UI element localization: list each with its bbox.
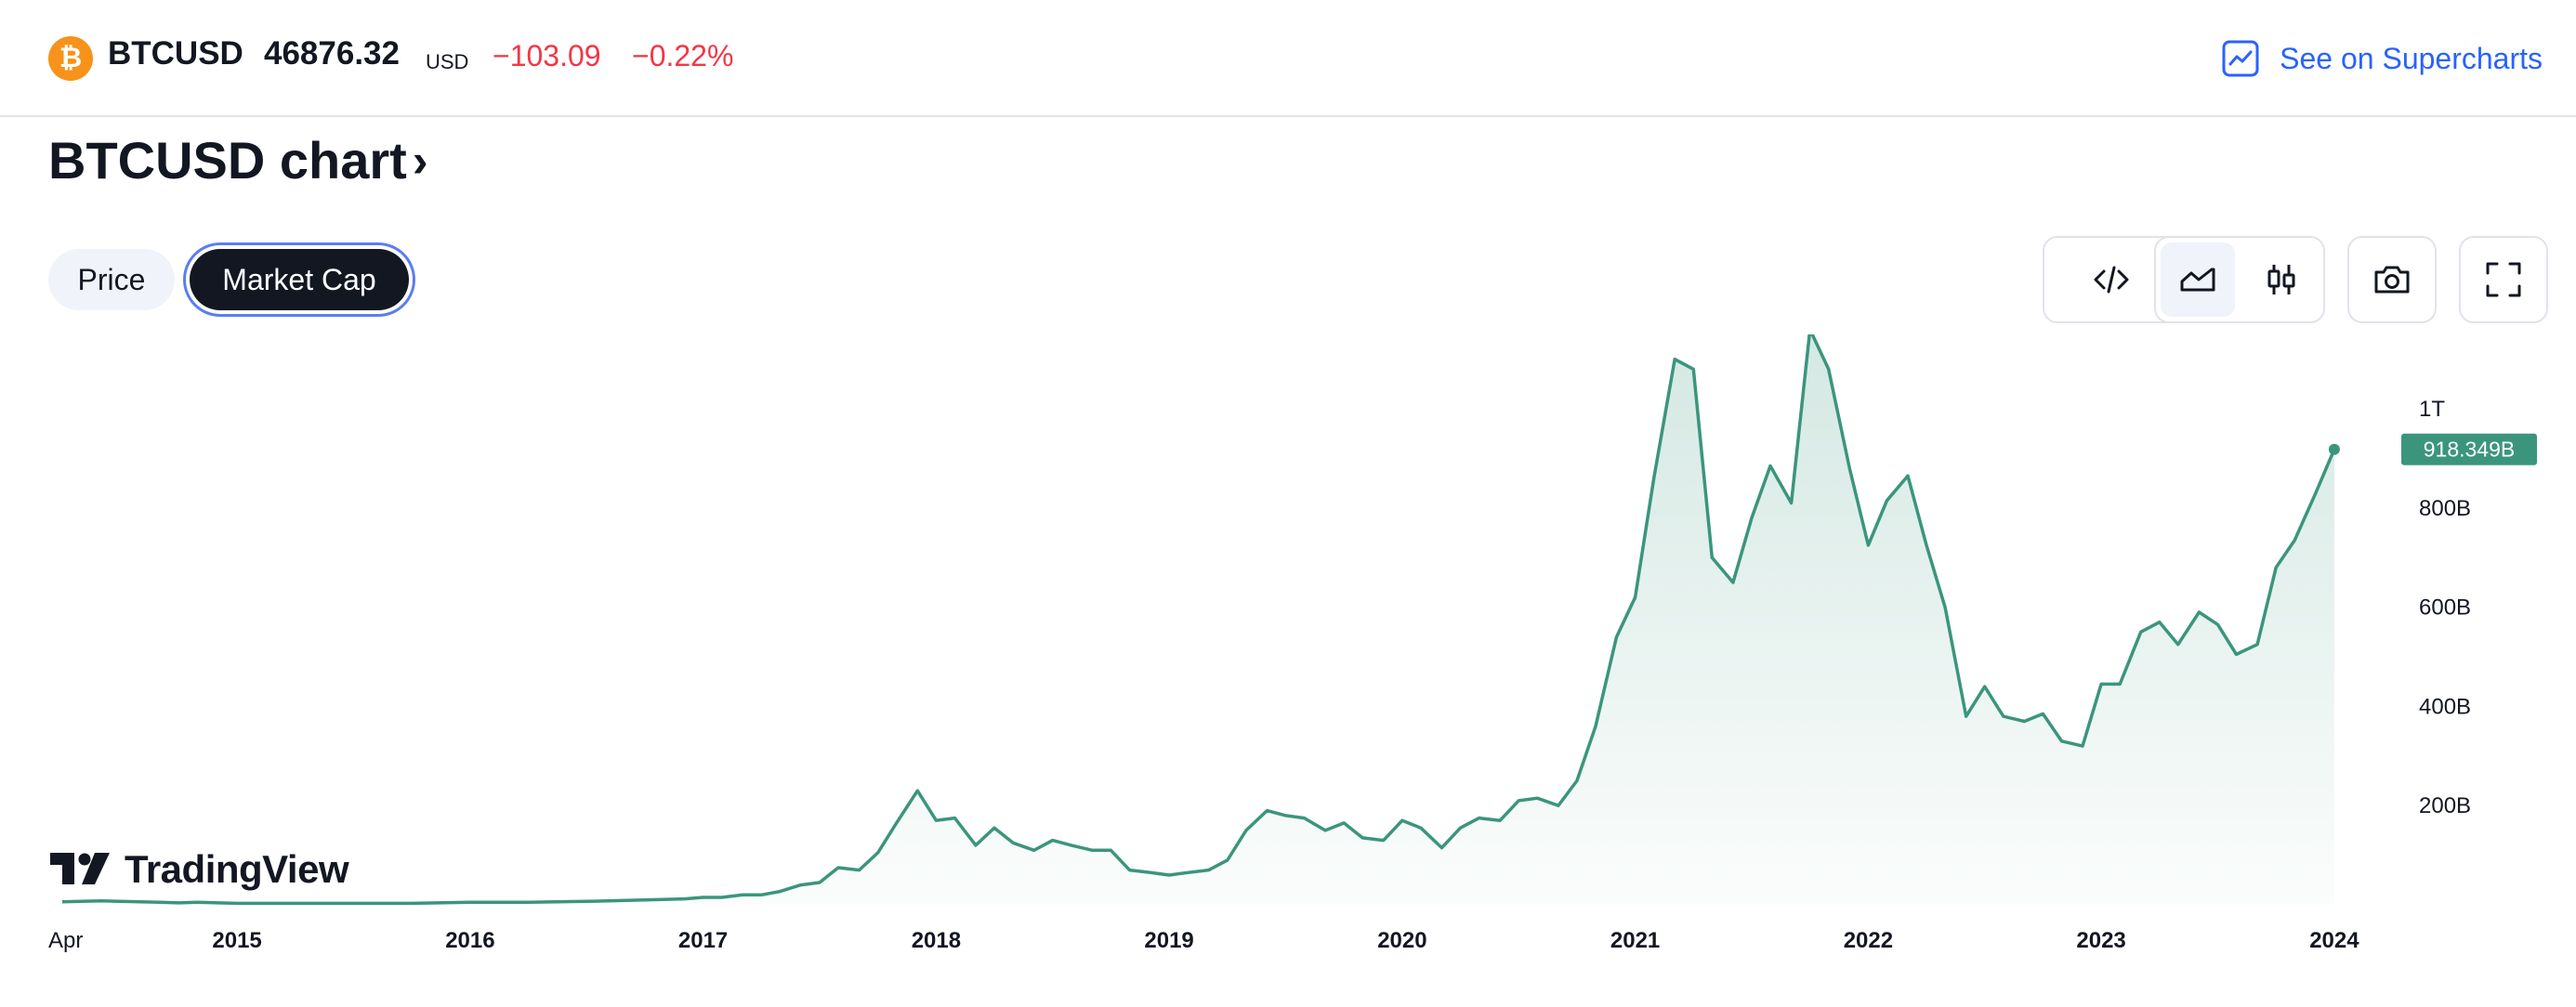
- tradingview-logo[interactable]: TradingView: [50, 847, 348, 892]
- y-tick-label: 400B: [2419, 694, 2471, 719]
- y-tick-label: 600B: [2419, 595, 2471, 621]
- symbol-name: BTCUSD: [108, 35, 243, 72]
- x-tick-label: Apr: [48, 928, 83, 953]
- price-change: −103.09: [493, 39, 601, 73]
- see-on-supercharts-link[interactable]: See on Supercharts: [2222, 35, 2543, 82]
- x-axis: Apr 2015 2016 2017 2018 2019 2020 2021 2022 2023 2…: [48, 928, 2359, 953]
- code-icon: [2091, 259, 2132, 300]
- price-change-percent: −0.22%: [632, 39, 733, 73]
- y-tick-label: 1T: [2419, 397, 2445, 422]
- tradingview-logo-icon: [50, 853, 112, 886]
- last-price: 46876.32: [264, 35, 400, 72]
- chart-title-link[interactable]: BTCUSD chart ›: [48, 130, 427, 190]
- chevron-right-icon: ›: [413, 134, 428, 188]
- fullscreen-button[interactable]: [2466, 242, 2541, 317]
- embed-code-button[interactable]: [2074, 242, 2149, 317]
- y-tick-label: 800B: [2419, 496, 2471, 521]
- x-tick-label: 2022: [1844, 928, 1893, 953]
- snapshot-group: [2347, 236, 2437, 323]
- candlestick-icon: [2261, 259, 2302, 300]
- tradingview-logo-text: TradingView: [125, 847, 348, 892]
- last-value-marker: 918.349B: [2329, 434, 2537, 465]
- x-tick-label: 2024: [2309, 928, 2359, 953]
- last-value-label: 918.349B: [2424, 438, 2515, 462]
- x-tick-label: 2019: [1144, 928, 1193, 953]
- currency-label: USD: [426, 50, 468, 74]
- last-point: [2329, 444, 2340, 455]
- x-tick-label: 2021: [1610, 928, 1660, 953]
- area-chart-icon: [2177, 259, 2218, 300]
- x-tick-label: 2018: [912, 928, 961, 953]
- x-tick-label: 2023: [2076, 928, 2125, 953]
- candles-chart-button[interactable]: [2244, 242, 2319, 317]
- see-on-supercharts-label: See on Supercharts: [2280, 42, 2543, 76]
- chart-type-group: [2154, 236, 2325, 323]
- x-tick-label: 2020: [1377, 928, 1426, 953]
- symbol-header: ₿ BTCUSD 46876.32 USD −103.09 −0.22% See…: [0, 0, 2576, 117]
- area-chart-button[interactable]: [2161, 242, 2235, 317]
- chart-line-icon: [2222, 40, 2259, 77]
- chart-title: BTCUSD chart: [48, 130, 407, 190]
- y-tick-label: 200B: [2419, 793, 2471, 818]
- bitcoin-logo-icon: ₿: [48, 36, 93, 81]
- fullscreen-group: [2459, 236, 2548, 323]
- snapshot-button[interactable]: [2355, 242, 2429, 317]
- x-tick-label: 2016: [445, 928, 494, 953]
- area-fill-layer: [62, 334, 2334, 905]
- tab-market-cap[interactable]: Market Cap: [190, 249, 409, 310]
- fullscreen-icon: [2483, 259, 2524, 300]
- camera-icon: [2372, 259, 2412, 300]
- x-tick-label: 2017: [678, 928, 728, 953]
- market-cap-chart[interactable]: 200B 400B 600B 800B 1T Apr 2015 2016 2017 2018 20…: [0, 334, 2576, 1007]
- x-tick-label: 2015: [212, 928, 261, 953]
- tab-price[interactable]: Price: [48, 249, 175, 310]
- area-fill: [62, 334, 2334, 905]
